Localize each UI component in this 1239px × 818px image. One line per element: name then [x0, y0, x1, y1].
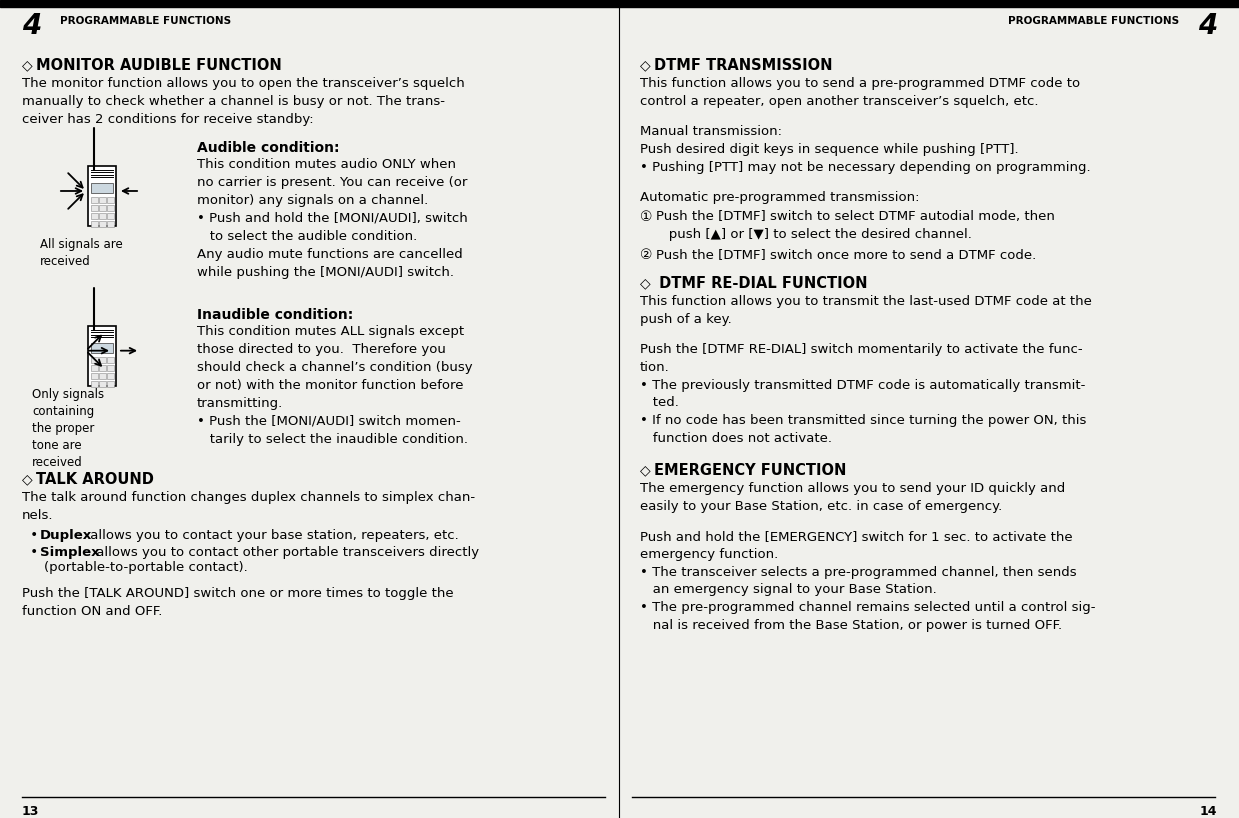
Bar [90, 373, 98, 380]
Text: •: • [26, 546, 42, 559]
Text: TALK AROUND: TALK AROUND [36, 472, 154, 488]
Text: •: • [26, 529, 42, 542]
Text: Push the [DTMF] switch once more to send a DTMF code.: Push the [DTMF] switch once more to send… [655, 248, 1036, 261]
Text: This condition mutes audio ONLY when
no carrier is present. You can receive (or
: This condition mutes audio ONLY when no … [197, 158, 468, 279]
Text: Manual transmission:
Push desired digit keys in sequence while pushing [PTT].
• : Manual transmission: Push desired digit … [641, 125, 1090, 173]
Text: Push the [DTMF] switch to select DTMF autodial mode, then
   push [▲] or [▼] to : Push the [DTMF] switch to select DTMF au… [655, 210, 1054, 240]
Bar [99, 205, 105, 212]
Bar [90, 205, 98, 212]
Text: DTMF RE-DIAL FUNCTION: DTMF RE-DIAL FUNCTION [654, 276, 867, 291]
Text: 4: 4 [1198, 12, 1217, 40]
Text: 14: 14 [1199, 805, 1217, 818]
Bar [88, 166, 116, 226]
Bar [99, 373, 105, 380]
Bar [107, 357, 114, 363]
Bar [107, 213, 114, 219]
Text: Inaudible condition:: Inaudible condition: [197, 308, 353, 321]
Bar [90, 197, 98, 204]
Text: EMERGENCY FUNCTION: EMERGENCY FUNCTION [654, 463, 846, 478]
Text: PROGRAMMABLE FUNCTIONS: PROGRAMMABLE FUNCTIONS [59, 16, 232, 26]
Bar [90, 343, 113, 353]
Text: Simplex: Simplex [40, 546, 99, 559]
Text: allows you to contact your base station, repeaters, etc.: allows you to contact your base station,… [85, 529, 458, 542]
Text: Push the [DTMF RE-DIAL] switch momentarily to activate the func-
tion.
• The pre: Push the [DTMF RE-DIAL] switch momentari… [641, 343, 1087, 445]
Text: This condition mutes ALL signals except
those directed to you.  Therefore you
sh: This condition mutes ALL signals except … [197, 325, 472, 446]
Bar [90, 380, 98, 387]
Text: ◇: ◇ [22, 58, 32, 72]
Text: Push the [TALK AROUND] switch one or more times to toggle the
function ON and OF: Push the [TALK AROUND] switch one or mor… [22, 587, 453, 618]
Bar [90, 357, 98, 363]
Text: ①: ① [641, 210, 653, 224]
Text: Duplex: Duplex [40, 529, 92, 542]
Text: ◇: ◇ [641, 463, 650, 477]
Bar [107, 221, 114, 227]
Text: The emergency function allows you to send your ID quickly and
easily to your Bas: The emergency function allows you to sen… [641, 482, 1066, 513]
Text: Audible condition:: Audible condition: [197, 141, 339, 155]
Text: The talk around function changes duplex channels to simplex chan-
nels.: The talk around function changes duplex … [22, 492, 475, 522]
Bar [90, 213, 98, 219]
Bar [107, 380, 114, 387]
Bar [99, 197, 105, 204]
Bar [99, 365, 105, 371]
Bar [107, 197, 114, 204]
Bar [0, 0, 1239, 7]
Text: DTMF TRANSMISSION: DTMF TRANSMISSION [654, 58, 833, 73]
Bar [90, 183, 113, 193]
Text: allows you to contact other portable transceivers directly: allows you to contact other portable tra… [92, 546, 479, 559]
Text: 4: 4 [22, 12, 41, 40]
Bar [90, 365, 98, 371]
Text: This function allows you to transmit the last-used DTMF code at the
push of a ke: This function allows you to transmit the… [641, 295, 1092, 326]
Text: Only signals
containing
the proper
tone are
received: Only signals containing the proper tone … [32, 388, 104, 469]
Text: Automatic pre-programmed transmission:: Automatic pre-programmed transmission: [641, 191, 919, 204]
Bar [99, 221, 105, 227]
Text: ②: ② [641, 248, 653, 262]
Text: All signals are
received: All signals are received [40, 238, 123, 268]
Text: 13: 13 [22, 805, 40, 818]
Bar [99, 213, 105, 219]
Text: (portable-to-portable contact).: (portable-to-portable contact). [45, 561, 248, 574]
Text: PROGRAMMABLE FUNCTIONS: PROGRAMMABLE FUNCTIONS [1007, 16, 1180, 26]
Text: ◇: ◇ [641, 276, 650, 290]
Text: ◇: ◇ [641, 58, 650, 72]
Text: This function allows you to send a pre-programmed DTMF code to
control a repeate: This function allows you to send a pre-p… [641, 77, 1080, 108]
Text: MONITOR AUDIBLE FUNCTION: MONITOR AUDIBLE FUNCTION [36, 58, 281, 73]
Bar [88, 326, 116, 385]
Bar [107, 365, 114, 371]
Text: Push and hold the [EMERGENCY] switch for 1 sec. to activate the
emergency functi: Push and hold the [EMERGENCY] switch for… [641, 530, 1095, 632]
Text: The monitor function allows you to open the transceiver’s squelch
manually to ch: The monitor function allows you to open … [22, 77, 465, 126]
Bar [90, 221, 98, 227]
Bar [99, 380, 105, 387]
Bar [99, 357, 105, 363]
Text: ◇: ◇ [22, 472, 32, 487]
Bar [107, 205, 114, 212]
Bar [107, 373, 114, 380]
